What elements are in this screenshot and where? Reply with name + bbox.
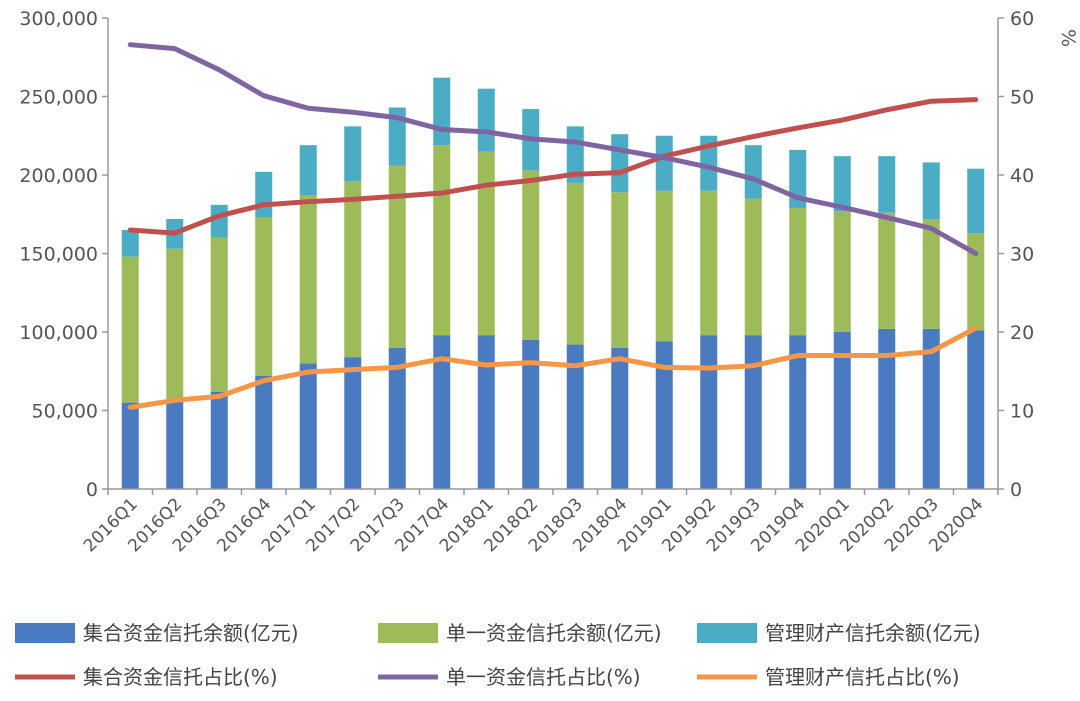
bars-layer bbox=[121, 77, 985, 489]
legend: 集合资金信托余额(亿元) 单一资金信托余额(亿元) 管理财产信托余额(亿元) 集合资金… bbox=[15, 621, 981, 689]
bar-segment-1-2017Q3 bbox=[388, 347, 406, 489]
y-right-tick-label: 20 bbox=[1010, 322, 1034, 344]
bar-segment-2-2016Q1 bbox=[121, 256, 139, 403]
legend-swatch-bar bbox=[15, 623, 75, 643]
bar-segment-1-2018Q1 bbox=[477, 335, 495, 489]
bar-segment-1-2016Q3 bbox=[210, 391, 228, 489]
bar-segment-2-2018Q4 bbox=[611, 192, 629, 348]
bar-segment-1-2018Q2 bbox=[522, 339, 540, 489]
line-series-3 bbox=[127, 325, 979, 410]
bar-segment-1-2019Q4 bbox=[789, 335, 807, 489]
bar-segment-3-2020Q1 bbox=[833, 156, 851, 212]
bar-segment-2-2020Q2 bbox=[878, 212, 896, 329]
bar-segment-3-2016Q4 bbox=[255, 171, 273, 218]
bar-segment-2-2018Q2 bbox=[522, 170, 540, 340]
bar-segment-2-2020Q3 bbox=[922, 218, 940, 329]
bar-segment-3-2017Q3 bbox=[388, 107, 406, 166]
bar-segment-2-2017Q3 bbox=[388, 165, 406, 348]
legend-label: 管理财产信托占比(%) bbox=[765, 665, 960, 689]
y-left-tick-label: 100,000 bbox=[19, 322, 98, 344]
bar-segment-2-2020Q1 bbox=[833, 211, 851, 332]
bar-segment-1-2019Q2 bbox=[700, 335, 718, 489]
bar-segment-2-2017Q2 bbox=[344, 181, 362, 358]
bar-segment-2-2016Q2 bbox=[166, 248, 184, 400]
bar-segment-2-2020Q4 bbox=[967, 233, 985, 331]
y-right-tick-label: 50 bbox=[1010, 87, 1034, 109]
bar-segment-1-2016Q1 bbox=[121, 402, 139, 489]
bar-segment-3-2020Q4 bbox=[967, 168, 985, 234]
bar-segment-3-2016Q3 bbox=[210, 204, 228, 238]
bar-segment-3-2019Q3 bbox=[744, 145, 762, 199]
bar-segment-1-2020Q2 bbox=[878, 328, 896, 489]
legend-swatch-bar bbox=[697, 623, 757, 643]
legend-label: 单一资金信托占比(%) bbox=[446, 665, 641, 689]
y-axis-right-unit: % bbox=[1057, 29, 1079, 47]
y-left-tick-label: 250,000 bbox=[19, 87, 98, 109]
bar-segment-2-2016Q3 bbox=[210, 237, 228, 392]
bar-segment-1-2018Q3 bbox=[566, 344, 584, 489]
bar-segment-2-2018Q3 bbox=[566, 182, 584, 345]
y-right-tick-label: 60 bbox=[1010, 8, 1034, 30]
bar-segment-1-2016Q4 bbox=[255, 375, 273, 489]
bar-segment-3-2020Q2 bbox=[878, 156, 896, 213]
bar-segment-1-2019Q1 bbox=[655, 341, 673, 489]
line-series-1 bbox=[127, 97, 979, 236]
line-series-2 bbox=[127, 42, 979, 256]
y-right-tick-label: 0 bbox=[1010, 479, 1022, 501]
legend-swatch-bar bbox=[378, 623, 438, 643]
bar-segment-1-2016Q2 bbox=[166, 399, 184, 489]
bar-segment-2-2019Q4 bbox=[789, 207, 807, 336]
bar-segment-3-2018Q1 bbox=[477, 88, 495, 152]
legend-label: 管理财产信托余额(亿元) bbox=[765, 621, 981, 645]
bar-segment-1-2020Q3 bbox=[922, 328, 940, 489]
bar-segment-3-2019Q1 bbox=[655, 135, 673, 191]
legend-label: 集合资金信托占比(%) bbox=[83, 665, 278, 689]
bar-segment-1-2019Q3 bbox=[744, 335, 762, 489]
y-left-tick-label: 200,000 bbox=[19, 165, 98, 187]
bar-segment-1-2017Q2 bbox=[344, 357, 362, 489]
y-left-tick-label: 50,000 bbox=[32, 401, 98, 423]
bar-segment-1-2018Q4 bbox=[611, 347, 629, 489]
lines-layer bbox=[127, 42, 979, 410]
legend-label: 集合资金信托余额(亿元) bbox=[83, 621, 299, 645]
bar-segment-3-2017Q4 bbox=[433, 77, 451, 146]
bar-segment-3-2020Q3 bbox=[922, 162, 940, 219]
bar-segment-1-2020Q4 bbox=[967, 330, 985, 489]
bar-segment-1-2017Q1 bbox=[299, 363, 317, 489]
bar-segment-3-2017Q1 bbox=[299, 145, 317, 196]
bar-segment-1-2017Q4 bbox=[433, 335, 451, 489]
bar-segment-3-2018Q4 bbox=[611, 134, 629, 193]
bar-segment-2-2018Q1 bbox=[477, 151, 495, 336]
y-left-tick-label: 300,000 bbox=[19, 8, 98, 30]
y-left-tick-label: 150,000 bbox=[19, 244, 98, 266]
y-left-tick-label: 0 bbox=[86, 479, 98, 501]
bar-segment-2-2019Q1 bbox=[655, 190, 673, 342]
bar-segment-2-2017Q1 bbox=[299, 195, 317, 364]
bar-segment-2-2019Q2 bbox=[700, 190, 718, 336]
bar-segment-3-2016Q1 bbox=[121, 229, 139, 257]
y-right-tick-label: 40 bbox=[1010, 165, 1034, 187]
bar-segment-2-2019Q3 bbox=[744, 198, 762, 336]
y-right-tick-label: 10 bbox=[1010, 401, 1034, 423]
bar-segment-3-2017Q2 bbox=[344, 126, 362, 182]
legend-label: 单一资金信托余额(亿元) bbox=[446, 621, 662, 645]
bar-segment-1-2020Q1 bbox=[833, 332, 851, 489]
bar-segment-2-2016Q4 bbox=[255, 217, 273, 376]
y-right-tick-label: 30 bbox=[1010, 244, 1034, 266]
bar-segment-2-2017Q4 bbox=[433, 145, 451, 336]
